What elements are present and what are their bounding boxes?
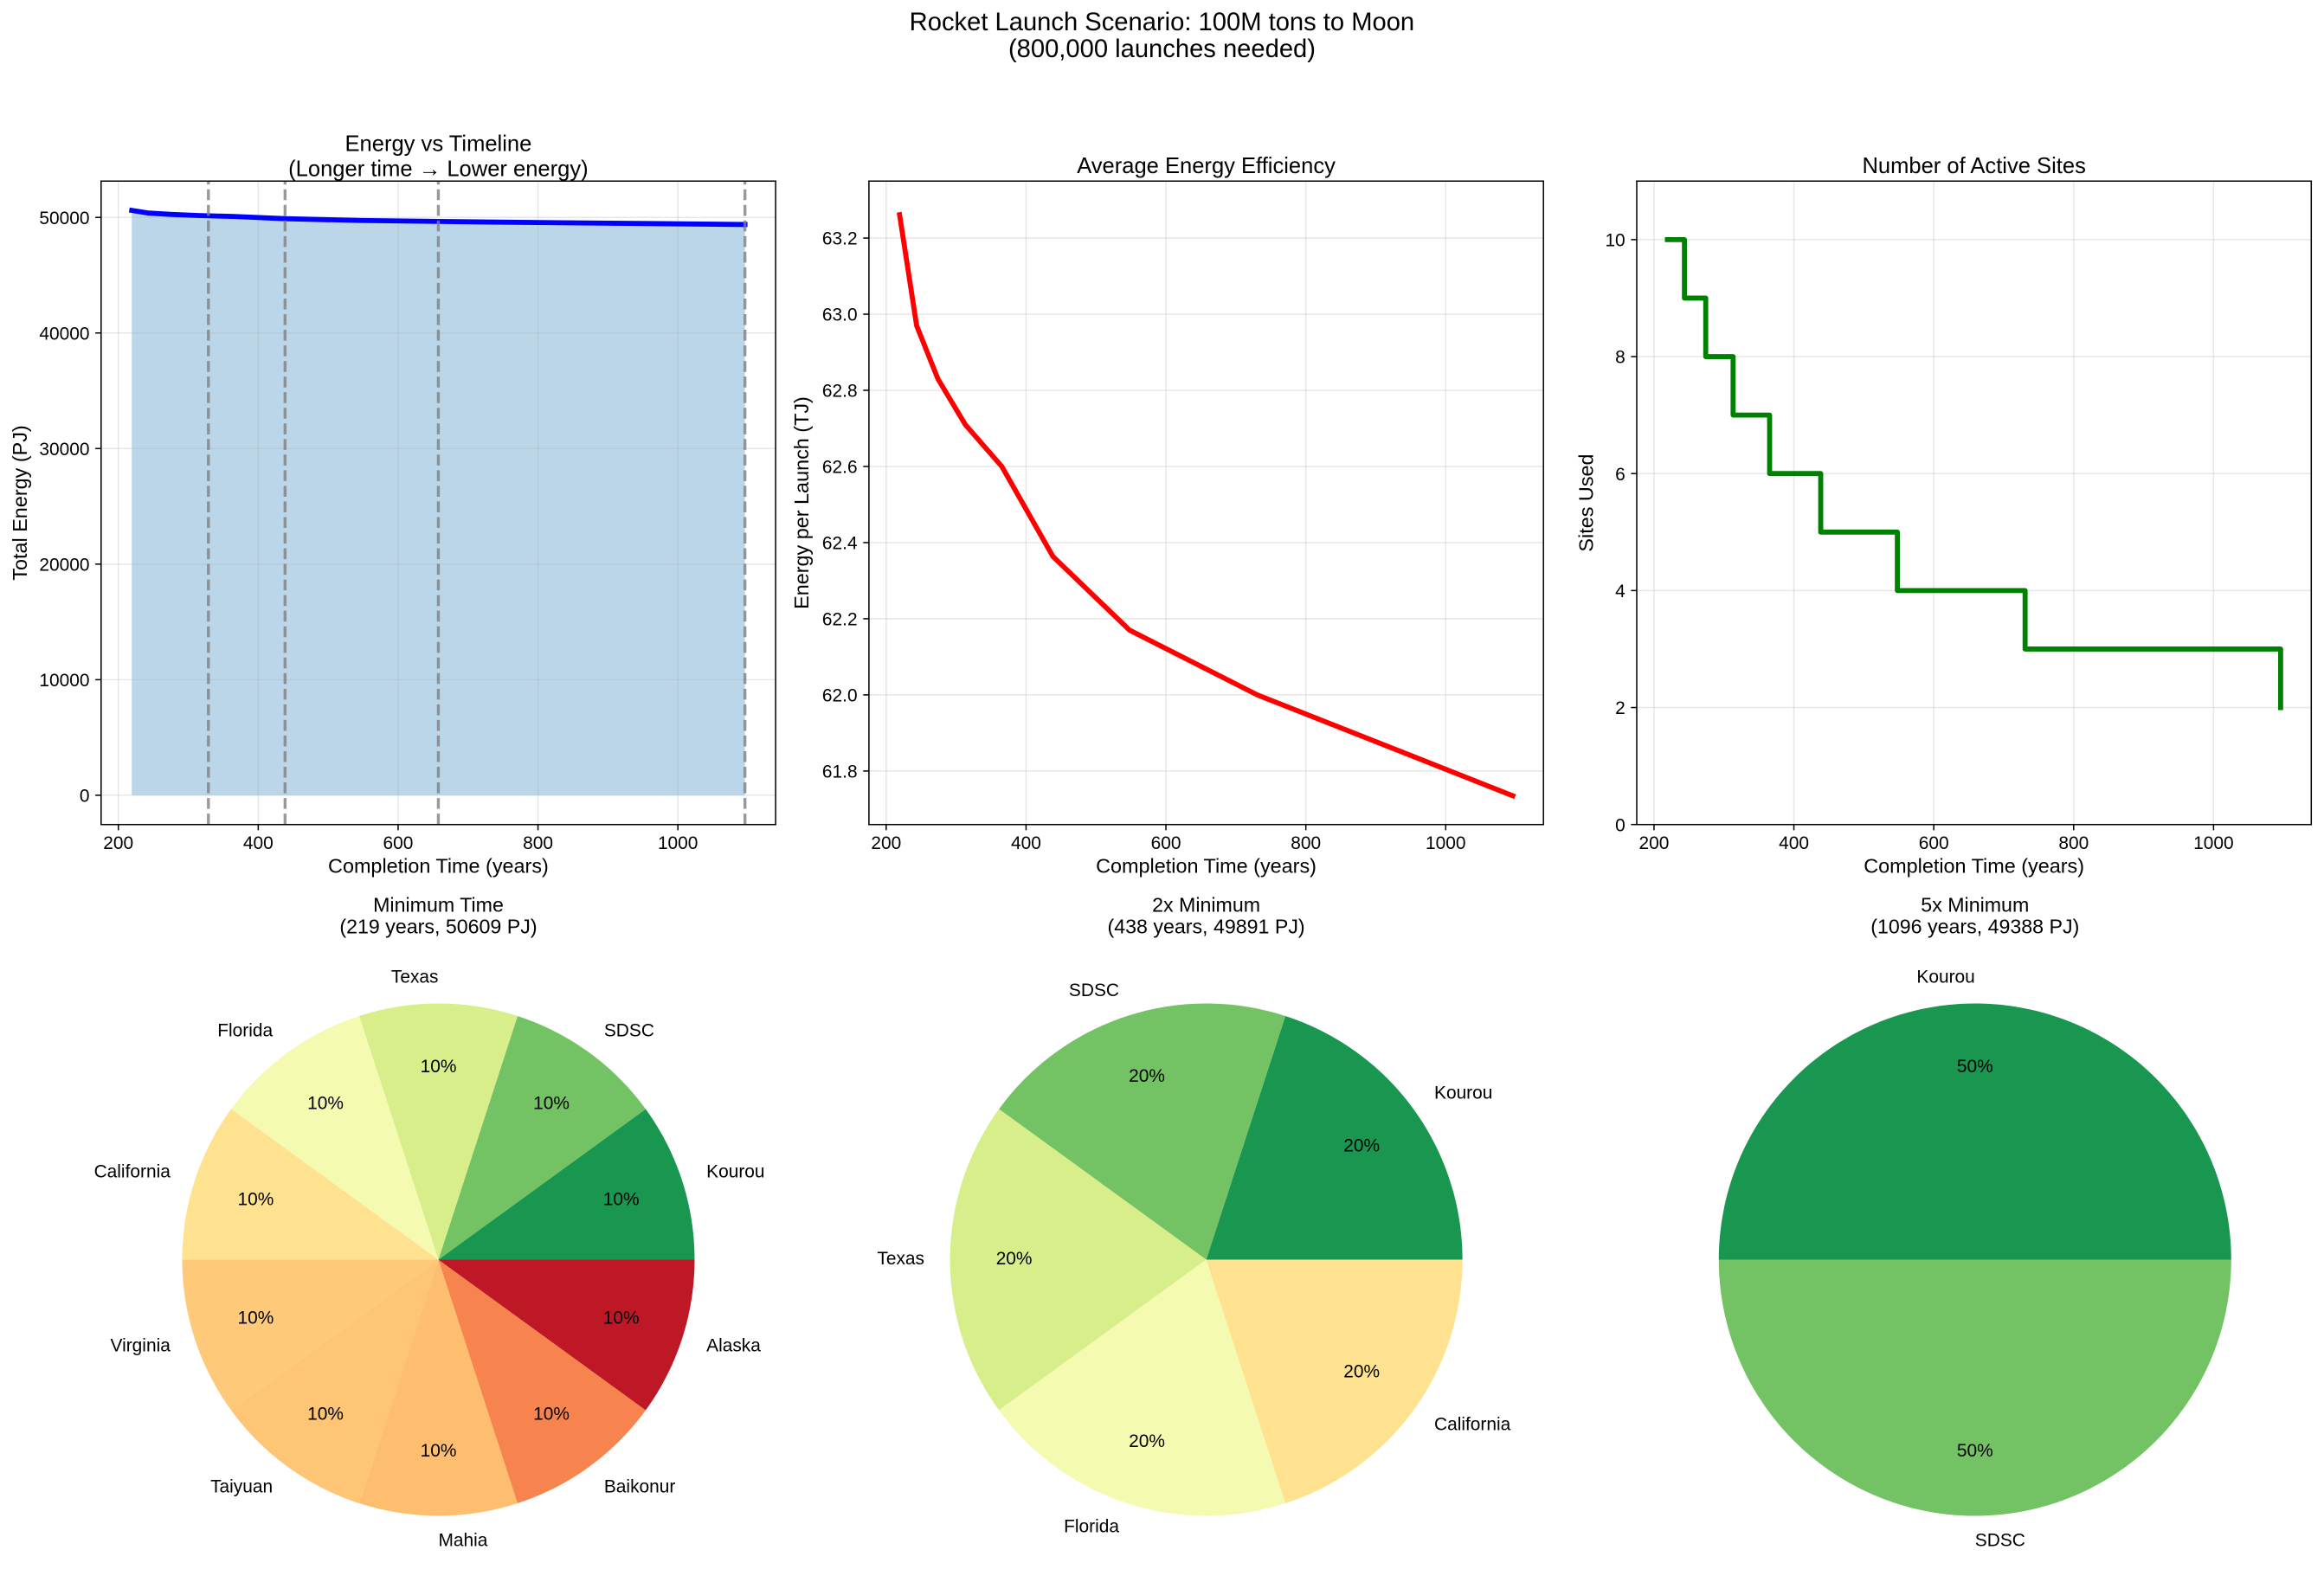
svg-text:1000: 1000	[658, 833, 698, 853]
svg-text:62.0: 62.0	[822, 685, 858, 705]
svg-text:400: 400	[1011, 833, 1041, 853]
svg-text:30000: 30000	[39, 440, 89, 460]
svg-text:40000: 40000	[39, 324, 89, 344]
svg-text:10%: 10%	[421, 1441, 457, 1461]
svg-text:10%: 10%	[603, 1189, 640, 1209]
svg-text:Total Energy (PJ): Total Energy (PJ)	[9, 425, 31, 580]
svg-text:Sites Used: Sites Used	[1574, 453, 1597, 551]
svg-text:63.2: 63.2	[822, 229, 858, 249]
svg-text:4: 4	[1615, 582, 1626, 601]
svg-text:Baikonur: Baikonur	[604, 1476, 675, 1496]
svg-text:62.2: 62.2	[822, 610, 858, 630]
svg-text:Rocket Launch Scenario: 100M t: Rocket Launch Scenario: 100M tons to Moo…	[910, 9, 1414, 36]
svg-text:Texas: Texas	[391, 967, 439, 987]
svg-text:200: 200	[1638, 833, 1669, 853]
svg-text:Mahia: Mahia	[439, 1531, 488, 1551]
svg-text:600: 600	[1919, 833, 1949, 853]
svg-text:Taiyuan: Taiyuan	[210, 1476, 273, 1496]
svg-text:Completion Time (years): Completion Time (years)	[1096, 855, 1317, 878]
svg-text:SDSC: SDSC	[604, 1020, 654, 1040]
svg-text:20%: 20%	[1129, 1431, 1165, 1451]
svg-text:62.4: 62.4	[822, 534, 858, 554]
svg-text:SDSC: SDSC	[1069, 981, 1119, 1000]
svg-text:2x Minimum: 2x Minimum	[1152, 893, 1260, 916]
svg-text:10%: 10%	[307, 1405, 344, 1425]
svg-text:SDSC: SDSC	[1975, 1531, 2025, 1551]
svg-text:Virginia: Virginia	[111, 1336, 171, 1356]
svg-text:Average Energy Efficiency: Average Energy Efficiency	[1077, 154, 1336, 178]
svg-text:(1096 years, 49388 PJ): (1096 years, 49388 PJ)	[1870, 915, 2079, 937]
svg-text:(800,000 launches needed): (800,000 launches needed)	[1008, 35, 1316, 63]
svg-text:Completion Time (years): Completion Time (years)	[1864, 855, 2084, 878]
svg-text:Alaska: Alaska	[706, 1336, 761, 1356]
svg-text:5x Minimum: 5x Minimum	[1921, 893, 2029, 916]
svg-text:8: 8	[1615, 348, 1626, 368]
svg-text:10%: 10%	[421, 1057, 457, 1077]
svg-text:Kourou: Kourou	[1916, 967, 1974, 987]
svg-text:20%: 20%	[1343, 1135, 1380, 1155]
svg-text:800: 800	[2058, 833, 2089, 853]
svg-text:63.0: 63.0	[822, 305, 858, 325]
svg-text:50%: 50%	[1957, 1441, 1993, 1461]
svg-text:50000: 50000	[39, 209, 89, 228]
svg-text:800: 800	[1291, 833, 1321, 853]
svg-text:10%: 10%	[533, 1405, 570, 1425]
svg-text:Florida: Florida	[217, 1020, 273, 1040]
svg-text:California: California	[94, 1161, 171, 1181]
svg-text:Minimum Time: Minimum Time	[373, 893, 504, 916]
svg-text:400: 400	[243, 833, 274, 853]
svg-text:800: 800	[523, 833, 553, 853]
svg-text:Energy vs Timeline: Energy vs Timeline	[345, 132, 532, 156]
svg-text:61.8: 61.8	[822, 762, 858, 781]
svg-text:10000: 10000	[39, 671, 89, 691]
svg-text:200: 200	[103, 833, 133, 853]
svg-text:1000: 1000	[2193, 833, 2233, 853]
svg-text:10%: 10%	[237, 1189, 274, 1209]
svg-text:20%: 20%	[1343, 1361, 1380, 1381]
svg-text:(Longer time → Lower energy): (Longer time → Lower energy)	[288, 158, 588, 182]
svg-text:600: 600	[1151, 833, 1181, 853]
svg-text:Number of Active Sites: Number of Active Sites	[1862, 154, 2085, 178]
svg-text:50%: 50%	[1957, 1057, 1993, 1077]
svg-text:10%: 10%	[603, 1309, 640, 1328]
svg-text:10%: 10%	[237, 1309, 274, 1328]
svg-text:Florida: Florida	[1064, 1517, 1119, 1537]
svg-text:Texas: Texas	[877, 1249, 924, 1269]
svg-text:200: 200	[871, 833, 901, 853]
svg-text:62.6: 62.6	[822, 458, 858, 478]
svg-text:10%: 10%	[307, 1093, 344, 1113]
svg-text:Kourou: Kourou	[706, 1161, 764, 1181]
svg-text:600: 600	[383, 833, 414, 853]
svg-text:20000: 20000	[39, 555, 89, 575]
svg-text:Kourou: Kourou	[1434, 1084, 1492, 1103]
svg-text:Energy per Launch (TJ): Energy per Launch (TJ)	[790, 396, 813, 609]
svg-text:California: California	[1434, 1414, 1511, 1434]
svg-text:(438 years, 49891 PJ): (438 years, 49891 PJ)	[1108, 915, 1305, 937]
svg-text:10%: 10%	[533, 1093, 570, 1113]
svg-text:20%: 20%	[1129, 1066, 1165, 1086]
svg-text:10: 10	[1605, 230, 1625, 250]
svg-text:6: 6	[1615, 465, 1626, 485]
svg-text:1000: 1000	[1426, 833, 1465, 853]
svg-text:0: 0	[1615, 815, 1626, 835]
svg-text:400: 400	[1779, 833, 1809, 853]
svg-text:0: 0	[80, 786, 90, 806]
svg-text:(219 years, 50609 PJ): (219 years, 50609 PJ)	[339, 915, 537, 937]
svg-text:2: 2	[1615, 698, 1626, 718]
svg-text:62.8: 62.8	[822, 382, 858, 402]
svg-text:Completion Time (years): Completion Time (years)	[328, 855, 549, 878]
svg-text:20%: 20%	[996, 1249, 1033, 1269]
